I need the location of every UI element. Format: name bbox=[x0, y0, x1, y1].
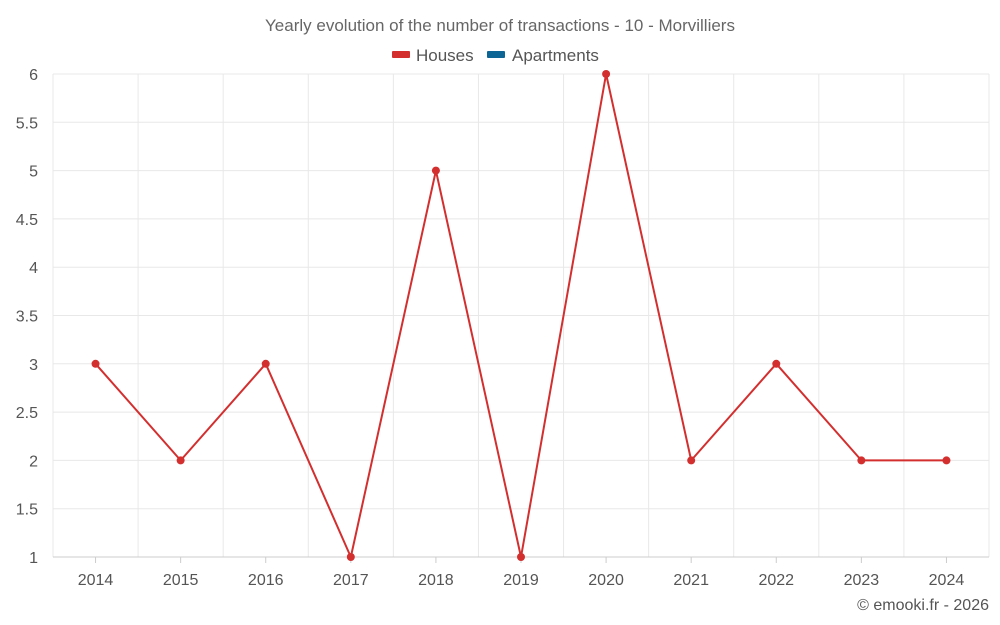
y-tick-label: 5 bbox=[29, 164, 38, 181]
x-tick-label: 2024 bbox=[929, 572, 965, 589]
x-tick-label: 2023 bbox=[844, 572, 880, 589]
y-tick-label: 4 bbox=[29, 260, 38, 277]
y-tick-label: 2.5 bbox=[16, 405, 38, 422]
y-tick-label: 3.5 bbox=[16, 309, 38, 326]
legend-item-houses[interactable]: Houses bbox=[392, 46, 474, 65]
legend-label-houses: Houses bbox=[416, 46, 474, 65]
x-tick-label: 2015 bbox=[163, 572, 199, 589]
x-tick-label: 2014 bbox=[78, 572, 114, 589]
x-tick-label: 2017 bbox=[333, 572, 369, 589]
data-point-houses[interactable] bbox=[857, 456, 866, 465]
data-point-houses[interactable] bbox=[346, 553, 355, 561]
y-tick-label: 6 bbox=[29, 67, 38, 84]
data-point-houses[interactable] bbox=[517, 553, 525, 561]
data-point-houses[interactable] bbox=[602, 70, 611, 78]
legend-swatch-apartments bbox=[487, 51, 505, 58]
legend-item-apartments[interactable]: Apartments bbox=[487, 46, 599, 65]
legend: Houses Apartments bbox=[392, 46, 599, 65]
x-tick-label: 2020 bbox=[588, 572, 624, 589]
x-tick-label: 2016 bbox=[248, 572, 284, 589]
credit-text: © emooki.fr - 2026 bbox=[857, 597, 989, 614]
legend-label-apartments: Apartments bbox=[512, 46, 599, 65]
x-tick-label: 2019 bbox=[503, 572, 539, 589]
data-point-houses[interactable] bbox=[176, 456, 185, 465]
x-tick-label: 2018 bbox=[418, 572, 454, 589]
y-tick-label: 1 bbox=[29, 550, 38, 567]
plot-area bbox=[91, 70, 951, 561]
y-tick-label: 2 bbox=[29, 453, 38, 470]
y-tick-label: 3 bbox=[29, 357, 38, 374]
data-point-houses[interactable] bbox=[91, 359, 100, 368]
data-point-houses[interactable] bbox=[772, 359, 781, 368]
data-point-houses[interactable] bbox=[261, 359, 270, 368]
y-tick-label: 4.5 bbox=[16, 212, 38, 229]
data-point-houses[interactable] bbox=[942, 456, 951, 465]
y-tick-label: 1.5 bbox=[16, 502, 38, 519]
data-point-houses[interactable] bbox=[687, 456, 696, 465]
chart-title: Yearly evolution of the number of transa… bbox=[265, 16, 735, 35]
y-axis: 1 1.5 2 2.5 3 3.5 4 4.5 5 5.5 6 bbox=[16, 67, 38, 567]
x-tick-label: 2022 bbox=[758, 572, 794, 589]
grid bbox=[52, 73, 990, 557]
x-tick-label: 2021 bbox=[673, 572, 709, 589]
y-tick-label: 5.5 bbox=[16, 115, 38, 132]
data-point-houses[interactable] bbox=[431, 166, 440, 175]
x-axis: 2014 2015 2016 2017 2018 2019 2020 2021 2022 2023… bbox=[53, 556, 989, 589]
legend-swatch-houses bbox=[392, 51, 410, 58]
